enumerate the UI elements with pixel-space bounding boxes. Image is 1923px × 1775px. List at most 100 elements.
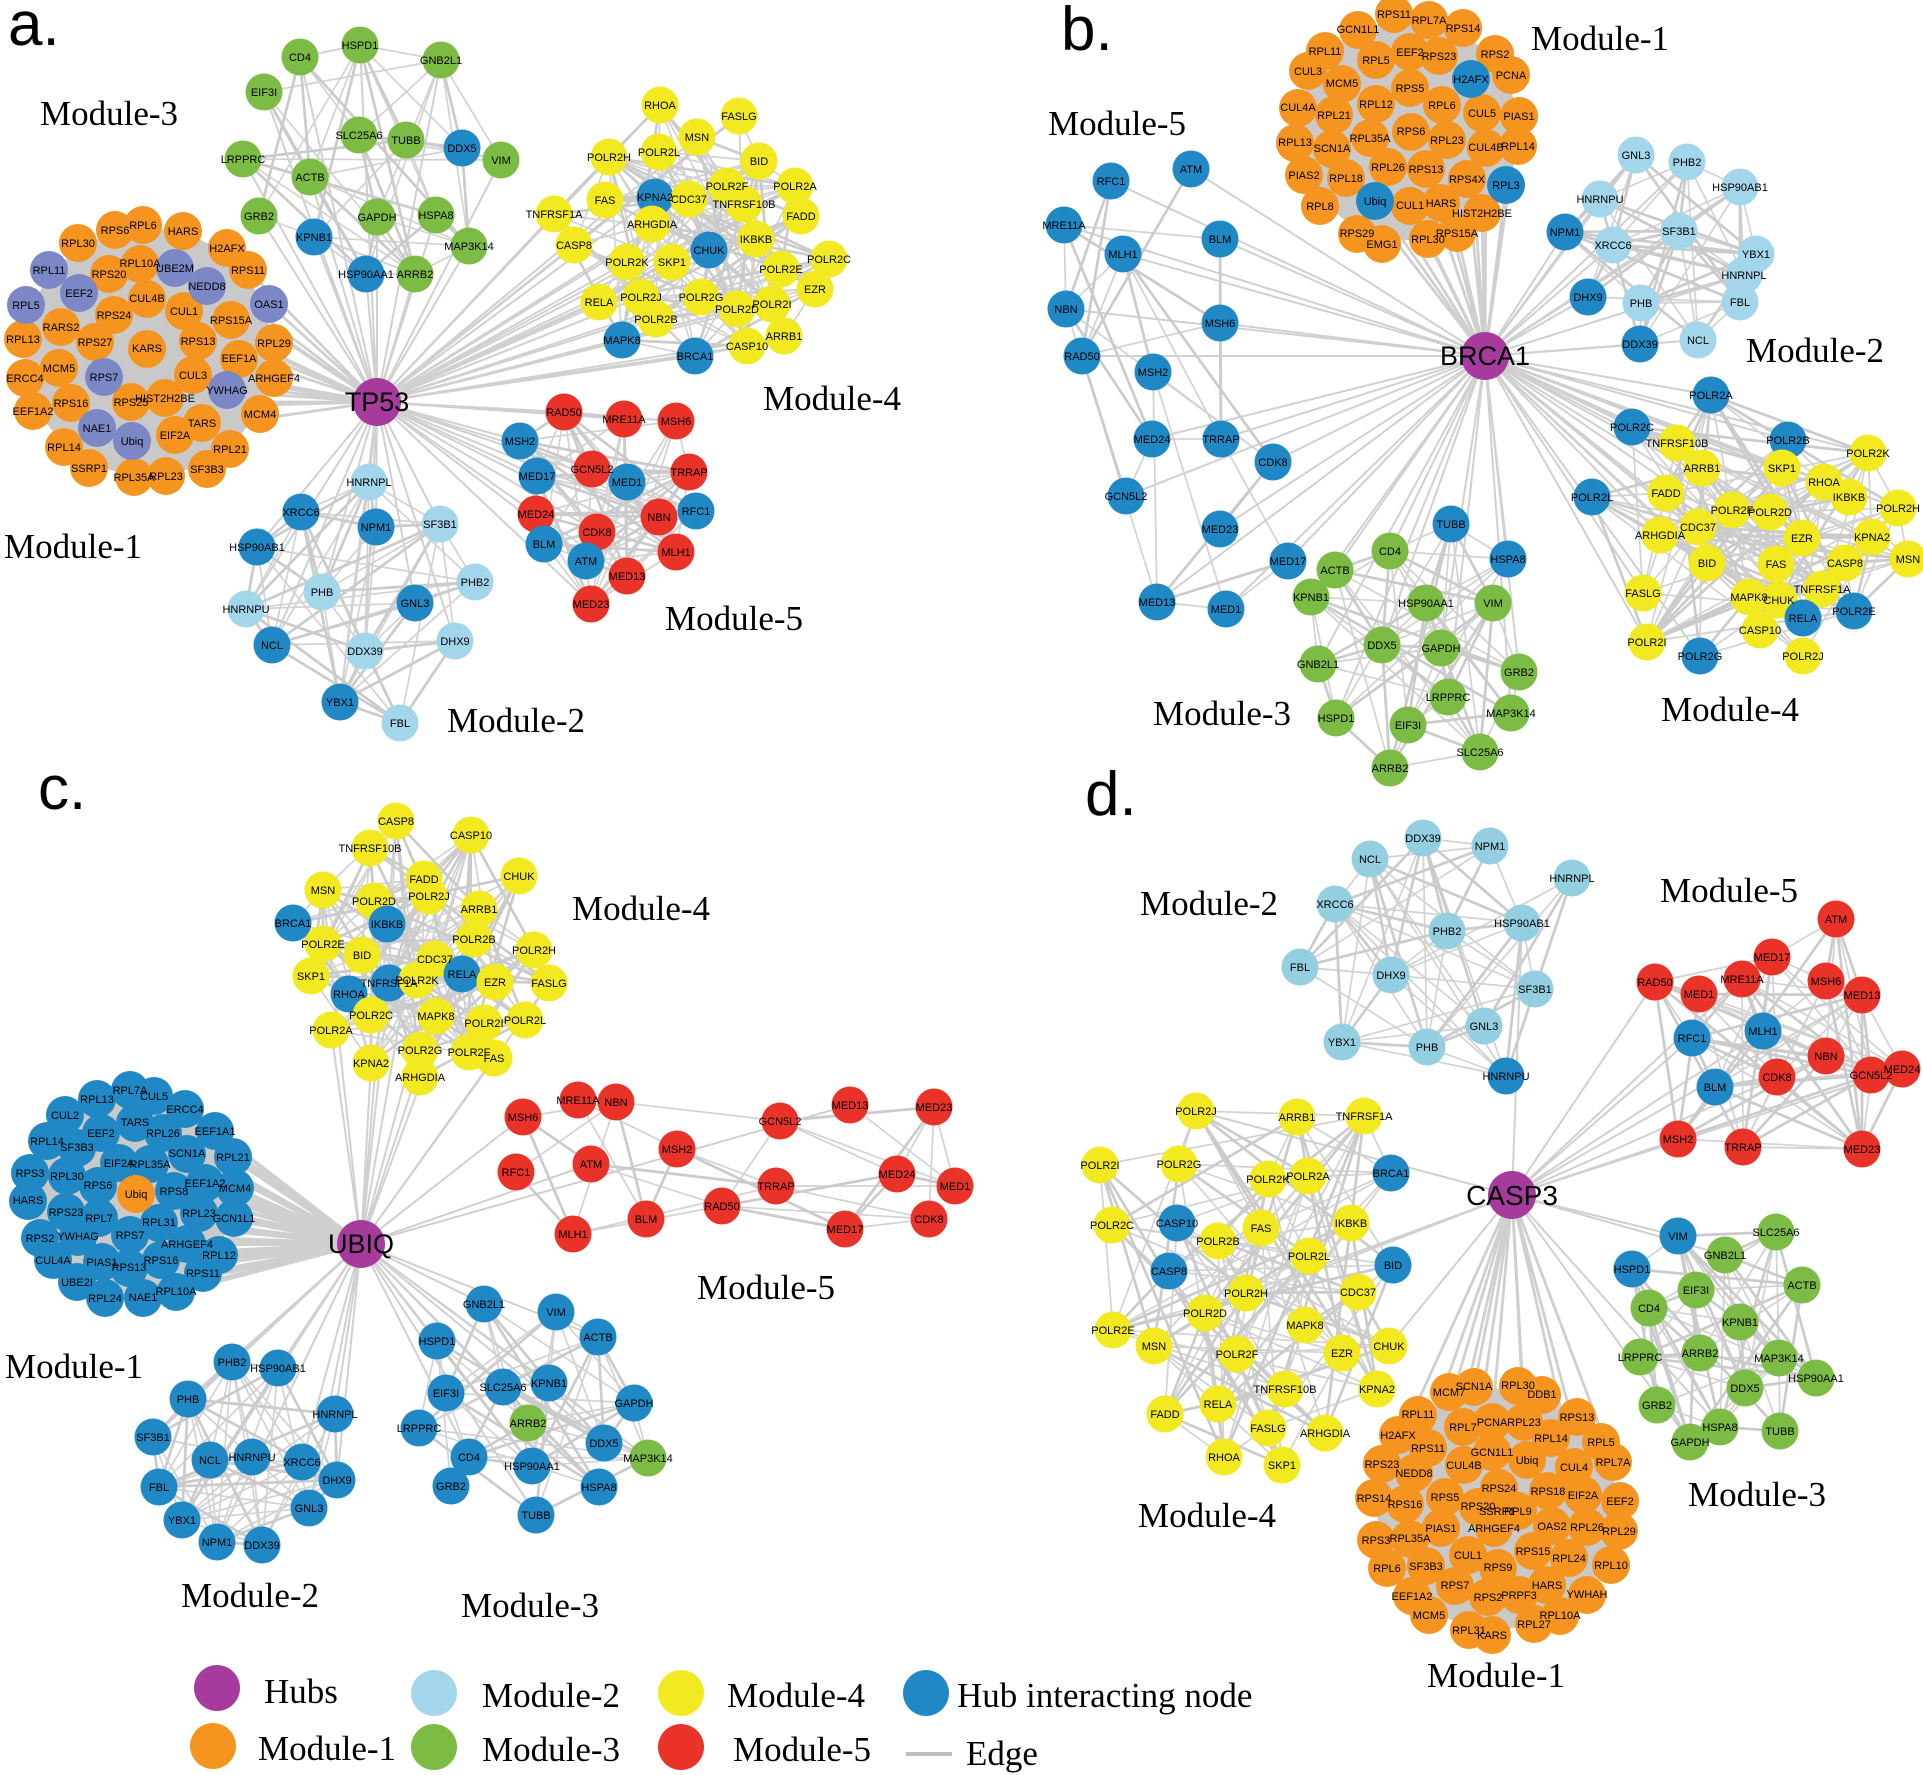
svg-text:GRB2: GRB2 [1504, 667, 1534, 679]
svg-text:SKP1: SKP1 [658, 257, 686, 269]
svg-text:KPNB1: KPNB1 [1722, 1317, 1758, 1329]
svg-text:CDC37: CDC37 [1680, 522, 1716, 534]
svg-text:RPS8: RPS8 [160, 1186, 189, 1198]
svg-text:POLR2J: POLR2J [620, 292, 662, 304]
svg-text:RPS2: RPS2 [1474, 1592, 1503, 1604]
svg-text:RELA: RELA [585, 297, 614, 309]
svg-text:HIST2H2BE: HIST2H2BE [1452, 208, 1512, 220]
svg-text:CHUK: CHUK [693, 245, 725, 257]
svg-text:RELA: RELA [1789, 613, 1818, 625]
svg-text:RPL35A: RPL35A [130, 1159, 172, 1171]
svg-text:EMG1: EMG1 [1366, 239, 1397, 251]
svg-text:FAS: FAS [1766, 559, 1787, 571]
svg-text:MRE11A: MRE11A [1042, 220, 1086, 232]
svg-text:GAPDH: GAPDH [1421, 643, 1460, 655]
svg-text:RELA: RELA [448, 969, 477, 981]
svg-text:XRCC6: XRCC6 [1316, 899, 1353, 911]
svg-text:RPL29: RPL29 [257, 338, 291, 350]
svg-text:FASLG: FASLG [1625, 588, 1660, 600]
svg-text:RPS14: RPS14 [1357, 1493, 1392, 1505]
svg-text:SKP1: SKP1 [297, 971, 325, 983]
svg-text:EIF2A: EIF2A [104, 1158, 135, 1170]
svg-text:RPS23: RPS23 [49, 1207, 84, 1219]
svg-text:Module-5: Module-5 [733, 1730, 871, 1769]
svg-text:Module-4: Module-4 [1138, 1496, 1276, 1535]
svg-text:MLH1: MLH1 [661, 547, 690, 559]
svg-text:RPL11: RPL11 [1402, 1409, 1435, 1421]
svg-text:MED1: MED1 [1684, 989, 1715, 1001]
svg-text:Module-3: Module-3 [1153, 694, 1291, 733]
svg-text:CASP8: CASP8 [556, 240, 592, 252]
svg-text:RPL14: RPL14 [1501, 141, 1535, 153]
svg-text:CD4: CD4 [289, 52, 311, 64]
svg-text:EZR: EZR [1331, 1348, 1353, 1360]
svg-text:XRCC6: XRCC6 [283, 1457, 320, 1469]
svg-text:DDX5: DDX5 [589, 1438, 618, 1450]
svg-text:ARRB2: ARRB2 [1682, 1348, 1719, 1360]
svg-text:MCM5: MCM5 [1326, 78, 1358, 90]
svg-text:RPL7: RPL7 [85, 1213, 113, 1225]
svg-text:TUBB: TUBB [521, 1510, 550, 1522]
svg-text:Ubiq: Ubiq [1364, 196, 1387, 208]
svg-text:Module-3: Module-3 [461, 1586, 599, 1625]
svg-text:FAS: FAS [595, 195, 616, 207]
svg-text:SSRP1: SSRP1 [71, 463, 107, 475]
svg-text:RPS7: RPS7 [1441, 1580, 1470, 1592]
svg-text:GNL3: GNL3 [1622, 150, 1651, 162]
svg-text:CASP3: CASP3 [1466, 1180, 1558, 1211]
svg-text:OAS1: OAS1 [254, 299, 283, 311]
svg-text:EEF1A2: EEF1A2 [185, 1178, 226, 1190]
svg-text:ACTB: ACTB [1787, 1280, 1816, 1292]
svg-text:GNB2L1: GNB2L1 [463, 1299, 505, 1311]
svg-text:VIM: VIM [491, 155, 511, 167]
svg-text:MAP3K14: MAP3K14 [444, 241, 494, 253]
svg-text:KPNA2: KPNA2 [637, 192, 673, 204]
svg-text:MED24: MED24 [1884, 1064, 1921, 1076]
svg-text:ARHGEF4: ARHGEF4 [1468, 1523, 1520, 1535]
svg-text:MSH2: MSH2 [662, 1144, 693, 1156]
svg-text:TNFRSF10B: TNFRSF10B [1254, 1384, 1317, 1396]
svg-text:DHX9: DHX9 [1573, 292, 1602, 304]
svg-text:ARHGDIA: ARHGDIA [1635, 530, 1686, 542]
svg-text:PHB: PHB [1630, 298, 1653, 310]
svg-text:HSPA8: HSPA8 [418, 210, 453, 222]
svg-text:PHB: PHB [1416, 1042, 1439, 1054]
svg-text:UBIQ: UBIQ [328, 1229, 394, 1259]
svg-text:FBL: FBL [390, 718, 410, 730]
svg-text:MSH2: MSH2 [505, 436, 536, 448]
svg-text:EEF2: EEF2 [1606, 1496, 1634, 1508]
svg-text:DDX5: DDX5 [1367, 640, 1396, 652]
svg-text:RPS4X: RPS4X [1449, 174, 1486, 186]
svg-text:RPS7: RPS7 [116, 1230, 145, 1242]
svg-text:RPS23: RPS23 [1422, 51, 1457, 63]
svg-text:NCL: NCL [199, 1455, 221, 1467]
svg-text:CD4: CD4 [1638, 1303, 1660, 1315]
svg-text:RPS23: RPS23 [1365, 1459, 1400, 1471]
svg-text:RPL10A: RPL10A [1540, 1610, 1582, 1622]
svg-text:IKBKB: IKBKB [1335, 1218, 1367, 1230]
svg-text:Module-2: Module-2 [447, 701, 585, 740]
svg-text:SCN1A: SCN1A [1456, 1381, 1493, 1393]
svg-text:ARRB1: ARRB1 [766, 331, 803, 343]
svg-text:POLR2I: POLR2I [1627, 637, 1666, 649]
svg-text:ARHGEF4: ARHGEF4 [161, 1239, 213, 1251]
svg-text:TNFRSF1A: TNFRSF1A [361, 978, 419, 990]
svg-text:Module-3: Module-3 [1688, 1475, 1826, 1514]
svg-text:RPL11: RPL11 [1309, 46, 1342, 58]
svg-text:POLR2G: POLR2G [679, 292, 724, 304]
svg-text:RPL35A: RPL35A [1350, 133, 1392, 145]
svg-text:IKBKB: IKBKB [1833, 492, 1865, 504]
svg-text:RPL26: RPL26 [146, 1128, 180, 1140]
svg-text:RHOA: RHOA [333, 989, 365, 1001]
svg-text:EZR: EZR [804, 284, 826, 296]
svg-text:CUL2: CUL2 [51, 1110, 79, 1122]
svg-text:Module-2: Module-2 [181, 1576, 319, 1615]
svg-text:GNB2L1: GNB2L1 [1704, 1250, 1746, 1262]
svg-text:HSPD1: HSPD1 [1614, 1264, 1651, 1276]
svg-text:TNFRSF1A: TNFRSF1A [526, 209, 584, 221]
svg-text:MLH1: MLH1 [1748, 1026, 1777, 1038]
svg-text:ARRB1: ARRB1 [1684, 463, 1721, 475]
svg-text:HNRNPL: HNRNPL [346, 477, 391, 489]
svg-text:HNRNPU: HNRNPU [228, 1452, 275, 1464]
svg-text:HSPD1: HSPD1 [419, 1336, 456, 1348]
